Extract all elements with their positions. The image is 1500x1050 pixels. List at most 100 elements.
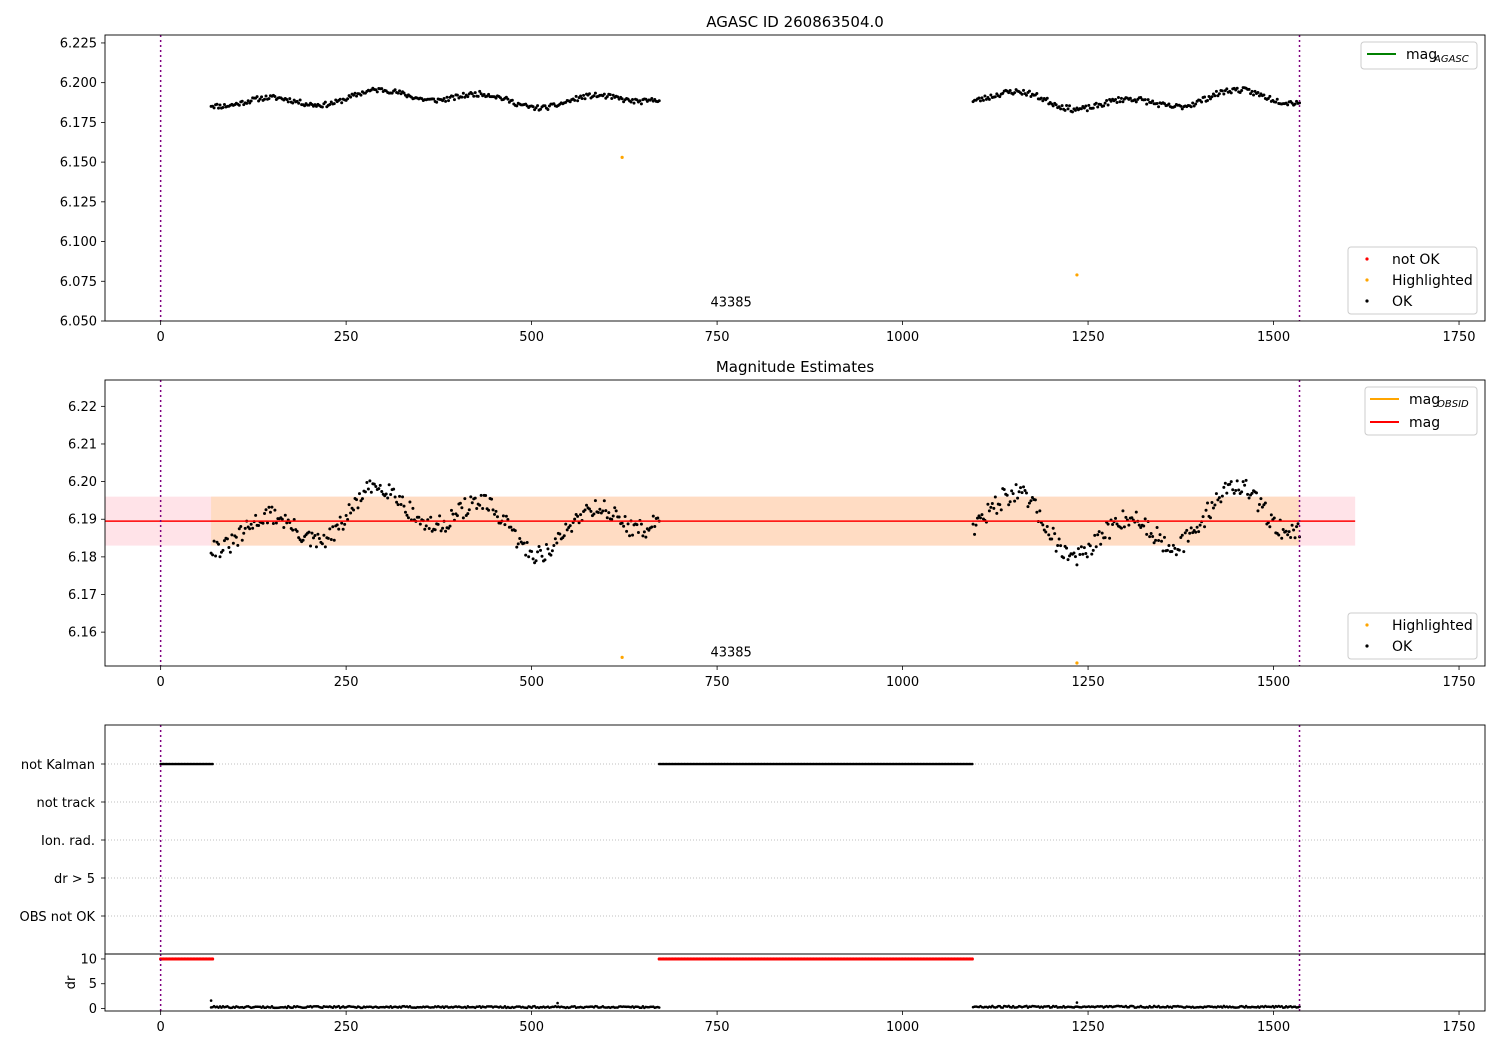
legend-markers: Highlighted OK (1347, 612, 1478, 660)
ok-point (620, 521, 624, 525)
y-tick-label: 6.125 (60, 195, 97, 210)
ok-point (1094, 545, 1098, 549)
ok-point (355, 498, 359, 502)
ok-point (543, 558, 547, 562)
ok-point (974, 523, 978, 527)
x-tick-label: 750 (705, 1020, 730, 1035)
ok-point (401, 495, 405, 499)
ok-point (1068, 554, 1072, 558)
ok-point (1027, 501, 1031, 505)
ok-point (635, 523, 639, 527)
ok-point (1079, 107, 1083, 111)
ok-point (435, 100, 439, 104)
dr-point (1025, 1004, 1028, 1008)
legend-marker (1365, 623, 1369, 627)
ok-point (617, 515, 621, 519)
ok-point (1057, 105, 1061, 109)
dr-point (657, 1006, 661, 1009)
ok-point (976, 516, 980, 520)
ok-point (583, 508, 587, 512)
ok-point (1292, 528, 1296, 532)
ok-point (242, 531, 246, 535)
ok-point (552, 543, 556, 547)
ok-point (487, 508, 491, 512)
ok-point (992, 506, 996, 510)
panel-agasc: AGASC ID 260863504.0 43385 0 250 500 750 1000 1… (60, 13, 1486, 345)
ok-point (1220, 494, 1224, 498)
ok-point (1189, 526, 1193, 530)
x-tick-label: 250 (334, 330, 359, 345)
ok-point (611, 93, 615, 97)
ok-point (246, 99, 250, 103)
ok-point (582, 93, 586, 97)
ok-point (653, 525, 657, 529)
ok-point (999, 508, 1003, 512)
x-tick-label: 0 (157, 330, 165, 345)
y-tick-label: 6.21 (68, 437, 97, 452)
ok-point (411, 506, 415, 510)
ok-point (460, 506, 464, 510)
ok-point (1102, 104, 1106, 108)
ok-point (1106, 103, 1110, 107)
x-tick-label: 750 (705, 330, 730, 345)
y-tick-label: 10 (80, 952, 97, 967)
legend-subscript: OBSID (1437, 399, 1469, 410)
ok-point (1241, 480, 1245, 484)
ok-point (1001, 91, 1005, 95)
ok-point (622, 524, 626, 528)
ok-point (288, 97, 292, 101)
ok-point (1293, 536, 1297, 540)
ok-point (504, 514, 508, 518)
ok-point (285, 98, 289, 102)
ok-point (610, 517, 614, 521)
ok-point (573, 98, 577, 102)
ok-point (461, 91, 465, 95)
ok-point (1298, 101, 1302, 105)
ok-point (593, 91, 597, 95)
ok-point (260, 95, 264, 99)
ok-point (214, 554, 218, 558)
ok-point (990, 501, 994, 505)
ok-point (1174, 553, 1178, 557)
ok-point (1019, 486, 1023, 490)
ok-point (384, 492, 388, 496)
ok-point (380, 87, 384, 91)
ok-point (369, 490, 373, 494)
ok-point (1063, 108, 1067, 112)
ok-point (352, 508, 356, 512)
ok-point (1269, 513, 1273, 517)
ok-point (644, 535, 648, 539)
ok-point (285, 521, 289, 525)
ok-point (1200, 100, 1204, 104)
ok-point (1013, 91, 1017, 95)
ok-point (1231, 488, 1235, 492)
ok-point (263, 511, 267, 515)
ok-point (433, 528, 437, 532)
ok-point (1075, 563, 1079, 567)
ok-point (656, 516, 660, 520)
ok-point (537, 544, 541, 548)
ok-point (455, 93, 459, 97)
ok-point (978, 99, 982, 103)
ok-point (539, 548, 543, 552)
ok-point (1108, 536, 1112, 540)
ok-point (264, 94, 268, 98)
ok-point (251, 526, 255, 530)
ok-point (998, 95, 1002, 99)
ok-point (254, 513, 258, 517)
ok-point (402, 91, 406, 95)
ok-point (989, 505, 993, 509)
ok-point (1127, 523, 1131, 527)
ok-point (1229, 480, 1233, 484)
ok-point (447, 526, 451, 530)
ok-point (217, 542, 221, 546)
ok-point (1235, 479, 1239, 483)
y-tick-label: 6.19 (68, 513, 97, 528)
y-tick-label: 6.17 (68, 588, 97, 603)
ok-point (1024, 93, 1028, 97)
ok-point (1198, 523, 1202, 527)
ok-point (1035, 91, 1039, 95)
legend-label: mag (1406, 47, 1437, 63)
ok-point (1143, 517, 1147, 521)
ok-point (589, 509, 593, 513)
